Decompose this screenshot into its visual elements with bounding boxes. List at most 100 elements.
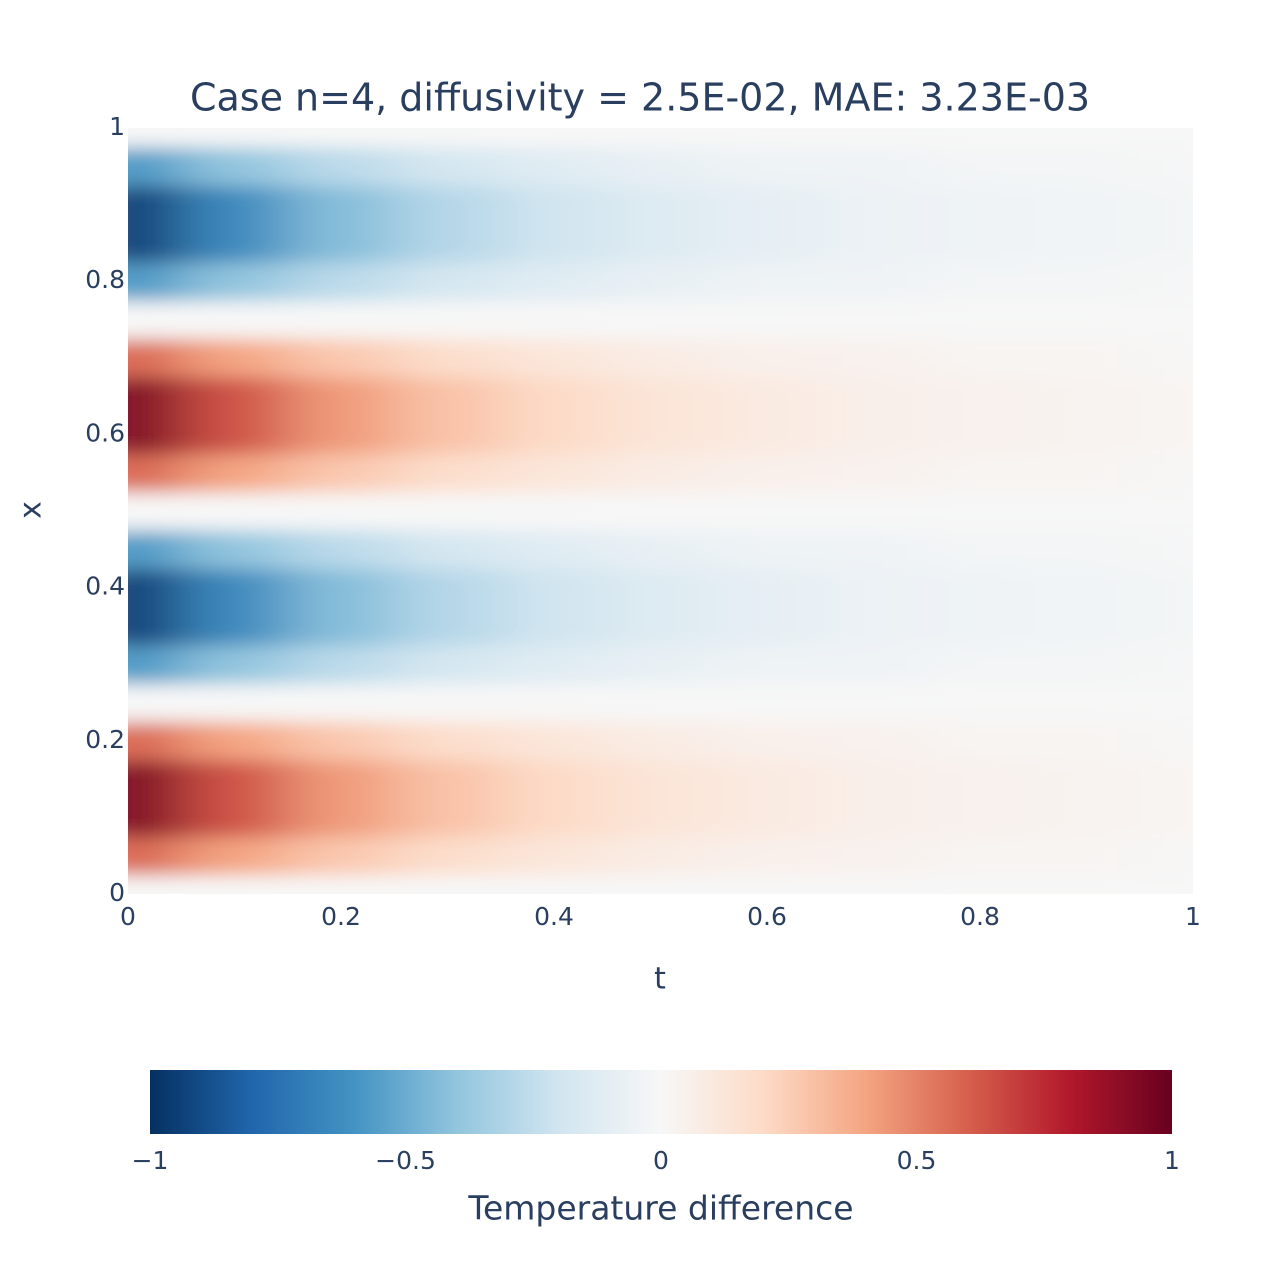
y-tick-label: 0.6 [85,418,125,447]
heatmap-cell [181,759,289,799]
heatmap-cell [128,147,182,186]
heatmap-cell [1033,683,1141,723]
heatmap-cell [926,338,1034,378]
heatmap-cell [500,759,608,799]
heatmap-cell [1139,300,1193,340]
heatmap-cell [394,606,502,646]
heatmap-cell [128,491,182,531]
heatmap-cell [926,721,1034,761]
heatmap-cell [926,491,1034,531]
heatmap-cell [394,683,502,723]
heatmap-cell [713,338,821,378]
heatmap-cell [926,606,1034,646]
heatmap-cell [607,836,715,876]
heatmap-cell [820,491,928,531]
heatmap-cell [607,606,715,646]
heatmap-cell [394,262,502,301]
heatmap-cell [500,491,608,531]
heatmap-cell [500,147,608,186]
heatmap-cell [128,759,182,799]
heatmap-cell [607,223,715,263]
heatmap-cell [926,683,1034,723]
heatmap-cell [1139,223,1193,263]
heatmap-cell [607,721,715,761]
heatmap-cell [128,376,182,416]
colorbar-title: Temperature difference [467,1189,853,1228]
heatmap-cell [128,683,182,723]
heatmap-cell [1033,338,1141,378]
heatmap-cell [713,645,821,684]
heatmap-cell [926,568,1034,608]
heatmap-cell [820,147,928,186]
heatmap-cell [500,530,608,569]
heatmap-cell [1139,491,1193,531]
x-tick-label: 0 [120,902,136,931]
y-tick-label: 0.2 [85,725,125,754]
heatmap-cell [394,223,502,263]
heatmap-cell [820,721,928,761]
heatmap-cell [500,568,608,608]
heatmap-cell [713,415,821,455]
heatmap-cell [128,300,182,340]
heatmap-cell [607,376,715,416]
heatmap-cell [287,645,395,684]
heatmap-cell [394,874,502,894]
heatmap-cell [287,338,395,378]
heatmap-cell [713,568,821,608]
heatmap-cell [181,415,289,455]
colorbar-tick-label: −0.5 [375,1146,436,1175]
heatmap-cell [287,415,395,455]
heatmap-cell [181,645,289,684]
heatmap-cell [820,223,928,263]
heatmap-cell [607,300,715,340]
heatmap-cell [1139,798,1193,838]
heatmap-cell [500,874,608,894]
heatmap-cell [1033,798,1141,838]
heatmap-cell [926,376,1034,416]
heatmap-cell [181,606,289,646]
heatmap-cell [128,568,182,608]
heatmap-cell [820,128,928,148]
heatmap-cell [1139,721,1193,761]
heatmap-cell [128,798,182,838]
heatmap-cell [1139,759,1193,799]
heatmap-cell [713,683,821,723]
heatmap-cell [820,530,928,569]
heatmap-cell [926,415,1034,455]
heatmap-cell [394,338,502,378]
heatmap-cell [1139,415,1193,455]
heatmap-cell [181,223,289,263]
x-tick-label: 0.6 [747,902,787,931]
heatmap-cell [1033,721,1141,761]
heatmap-cell [500,338,608,378]
heatmap-cell [128,721,182,761]
heatmap-cell [820,185,928,225]
heatmap-cell [607,568,715,608]
heatmap-cell [181,568,289,608]
heatmap-cell [287,606,395,646]
heatmap-cell [181,453,289,493]
heatmap-cell [1139,453,1193,493]
heatmap-cell [1033,147,1141,186]
heatmap-cell [181,874,289,894]
heatmap-cell [500,721,608,761]
heatmap-cell [128,223,182,263]
heatmap-cell [1033,415,1141,455]
heatmap-cell [394,128,502,148]
heatmap-cell [926,645,1034,684]
heatmap-cell [500,798,608,838]
heatmap-cell [1033,606,1141,646]
heatmap-cell [713,128,821,148]
heatmap-cell [820,798,928,838]
heatmap-cell [926,836,1034,876]
heatmap-cell [713,798,821,838]
heatmap-cell [1033,376,1141,416]
heatmap-cell [1033,453,1141,493]
heatmap-cell [1033,491,1141,531]
heatmap-cell [926,262,1034,301]
heatmap-cell [287,147,395,186]
heatmap-cell [713,376,821,416]
heatmap-cell [926,530,1034,569]
heatmap-cell [820,453,928,493]
heatmap-cell [607,645,715,684]
